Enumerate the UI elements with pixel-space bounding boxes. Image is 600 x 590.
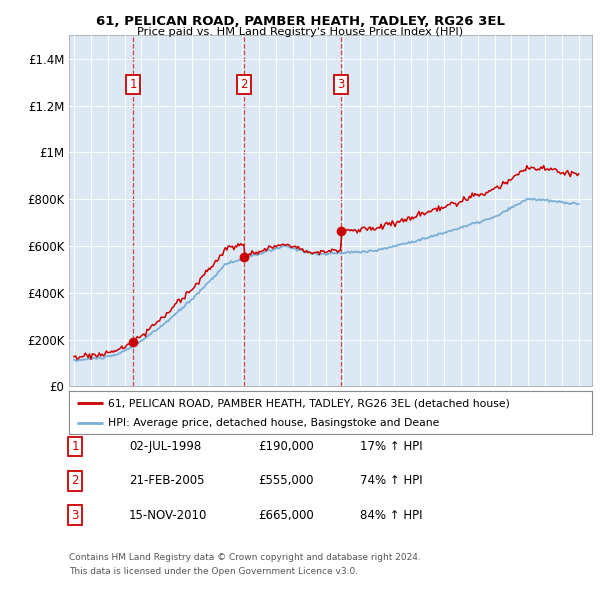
Text: 61, PELICAN ROAD, PAMBER HEATH, TADLEY, RG26 3EL: 61, PELICAN ROAD, PAMBER HEATH, TADLEY, …: [95, 15, 505, 28]
Text: 21-FEB-2005: 21-FEB-2005: [129, 474, 205, 487]
Text: 2: 2: [71, 474, 79, 487]
Text: 84% ↑ HPI: 84% ↑ HPI: [360, 509, 422, 522]
Text: £665,000: £665,000: [258, 509, 314, 522]
Text: Price paid vs. HM Land Registry's House Price Index (HPI): Price paid vs. HM Land Registry's House …: [137, 27, 463, 37]
Text: 17% ↑ HPI: 17% ↑ HPI: [360, 440, 422, 453]
Text: 1: 1: [129, 78, 137, 91]
Text: 02-JUL-1998: 02-JUL-1998: [129, 440, 201, 453]
Text: This data is licensed under the Open Government Licence v3.0.: This data is licensed under the Open Gov…: [69, 566, 358, 576]
Text: £190,000: £190,000: [258, 440, 314, 453]
Text: 74% ↑ HPI: 74% ↑ HPI: [360, 474, 422, 487]
Text: 1: 1: [71, 440, 79, 453]
Text: £555,000: £555,000: [258, 474, 314, 487]
Text: Contains HM Land Registry data © Crown copyright and database right 2024.: Contains HM Land Registry data © Crown c…: [69, 553, 421, 562]
Text: 3: 3: [71, 509, 79, 522]
Text: 3: 3: [338, 78, 345, 91]
Text: HPI: Average price, detached house, Basingstoke and Deane: HPI: Average price, detached house, Basi…: [108, 418, 440, 428]
Text: 61, PELICAN ROAD, PAMBER HEATH, TADLEY, RG26 3EL (detached house): 61, PELICAN ROAD, PAMBER HEATH, TADLEY, …: [108, 398, 510, 408]
Text: 2: 2: [241, 78, 248, 91]
Text: 15-NOV-2010: 15-NOV-2010: [129, 509, 208, 522]
